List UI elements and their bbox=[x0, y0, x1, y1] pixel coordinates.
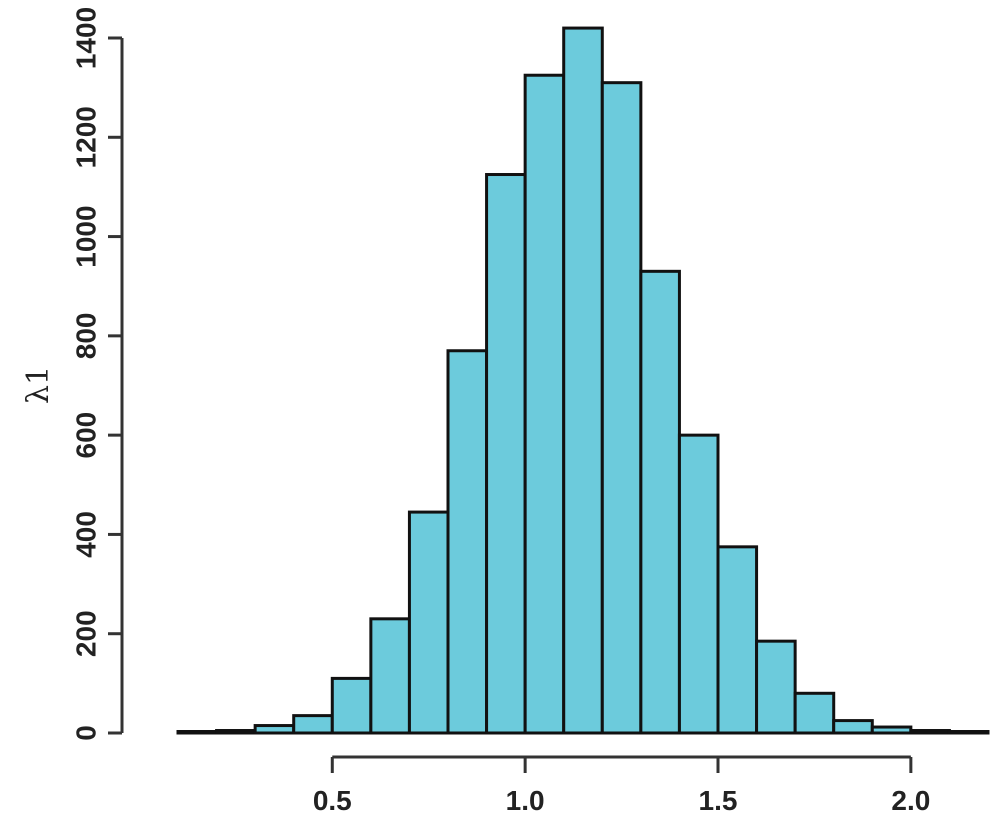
y-tick-label: 0 bbox=[70, 725, 101, 741]
histogram-bar bbox=[716, 545, 759, 735]
histogram-bar bbox=[677, 433, 720, 735]
histogram-bar bbox=[485, 173, 527, 735]
x-tick-label: 1.0 bbox=[506, 785, 545, 816]
histogram-bar bbox=[870, 725, 913, 735]
y-tick-label: 1200 bbox=[70, 106, 101, 168]
x-tick-label: 0.5 bbox=[313, 785, 352, 816]
histogram-bar bbox=[446, 349, 489, 735]
histogram-bar bbox=[369, 617, 411, 735]
y-tick-label: 400 bbox=[70, 511, 101, 558]
histogram-bar bbox=[793, 691, 836, 735]
histogram-bar bbox=[215, 729, 257, 735]
histogram-bar bbox=[523, 73, 566, 735]
histogram-bar bbox=[832, 719, 874, 735]
histogram-bar bbox=[755, 639, 797, 735]
y-tick-label: 1400 bbox=[70, 7, 101, 69]
bars-group bbox=[176, 26, 990, 735]
y-tick-label: 200 bbox=[70, 610, 101, 657]
y-tick-label: 600 bbox=[70, 412, 101, 459]
histogram-bar bbox=[639, 269, 681, 735]
x-tick-label: 1.5 bbox=[699, 785, 738, 816]
histogram-bar bbox=[562, 26, 604, 735]
x-axis: 0.5 1.0 1.5 2.0 bbox=[313, 755, 930, 816]
y-axis-label: λ1 bbox=[21, 366, 56, 404]
histogram-bar bbox=[292, 714, 334, 735]
x-tick-label: 2.0 bbox=[891, 785, 930, 816]
y-tick-label: 800 bbox=[70, 312, 101, 359]
histogram-bar bbox=[947, 730, 990, 735]
histogram-bar bbox=[176, 730, 219, 735]
y-axis: 0 200 400 600 800 1000 1200 1400 bbox=[70, 7, 124, 741]
y-tick-label: 1000 bbox=[70, 205, 101, 267]
histogram-bar bbox=[253, 724, 296, 735]
histogram-bar bbox=[407, 510, 450, 735]
histogram-bar bbox=[330, 676, 373, 735]
histogram-bar bbox=[909, 729, 951, 735]
histogram-bar bbox=[600, 81, 643, 735]
